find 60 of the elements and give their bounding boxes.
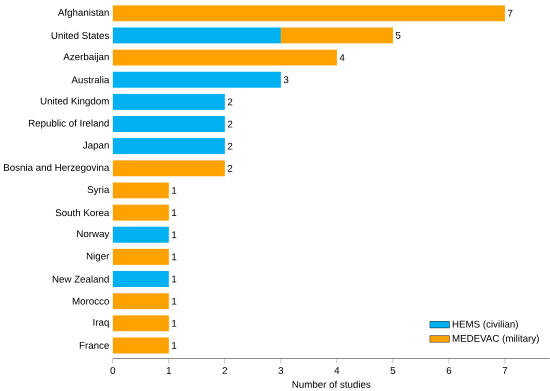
total-label: 2 [228, 142, 232, 150]
total-label: 1 [172, 209, 176, 216]
y-tick-label: Afghanistan [58, 8, 109, 18]
x-tick-label: 0 [110, 367, 116, 374]
total-label: 2 [228, 164, 232, 172]
bar [112, 337, 169, 354]
bar [112, 138, 225, 154]
bar [112, 271, 169, 287]
y-tick-label: Republic of Ireland [28, 119, 109, 128]
y-tick-label: Norway [77, 230, 110, 240]
total-label: 2 [228, 98, 232, 106]
bar [112, 72, 281, 88]
bar [112, 50, 337, 66]
bar [280, 27, 393, 44]
y-tick-label: Japan [82, 142, 109, 150]
x-tick-label: 5 [390, 367, 396, 374]
y-tick-label: Iraq [93, 318, 109, 328]
bar [112, 94, 225, 110]
y-tick-label: Bosnia and Herzegovina [4, 164, 110, 173]
y-tick-label: Niger [86, 252, 110, 262]
total-label: 7 [508, 10, 512, 17]
total-label: 1 [172, 320, 176, 327]
y-tick-label: New Zealand [52, 275, 109, 283]
y-tick-label: Australia [71, 76, 110, 84]
total-label: 1 [172, 187, 176, 194]
total-label: 5 [396, 32, 400, 39]
bar [112, 182, 169, 198]
x-tick-label: 6 [446, 367, 452, 374]
x-tick-label: 7 [502, 367, 508, 374]
total-label: 2 [228, 120, 232, 128]
total-label: 4 [340, 54, 345, 61]
bar [112, 293, 169, 310]
x-tick-label: 3 [278, 367, 284, 374]
total-label: 1 [172, 342, 176, 349]
bar [112, 116, 225, 132]
total-label: 3 [284, 76, 288, 84]
total-label: 1 [172, 231, 176, 238]
y-tick-label: Morocco [72, 298, 109, 305]
y-tick-label: South Korea [56, 208, 110, 216]
legend-label: MEDEVAC (military) [452, 334, 539, 344]
y-tick-label: Azerbaijan [63, 52, 109, 62]
bar [112, 5, 505, 22]
bar [112, 27, 281, 44]
y-tick-label: United States [52, 32, 109, 39]
y-tick-label: Syria [88, 186, 110, 195]
bar [112, 226, 169, 243]
legend-label: HEMS (civilian) [452, 320, 518, 330]
x-axis-title: Number of studies [292, 380, 370, 388]
bar [112, 204, 169, 221]
y-tick-label: France [80, 342, 109, 349]
y-tick-label: United Kingdom [40, 97, 109, 106]
x-tick-label: 4 [334, 367, 340, 374]
total-label: 1 [172, 253, 176, 260]
bar [112, 248, 169, 265]
total-label: 1 [172, 276, 176, 282]
bar [112, 160, 225, 176]
x-tick-label: 1 [166, 367, 172, 374]
x-tick-label: 2 [222, 367, 228, 374]
bar [112, 315, 169, 332]
total-label: 1 [172, 298, 176, 304]
